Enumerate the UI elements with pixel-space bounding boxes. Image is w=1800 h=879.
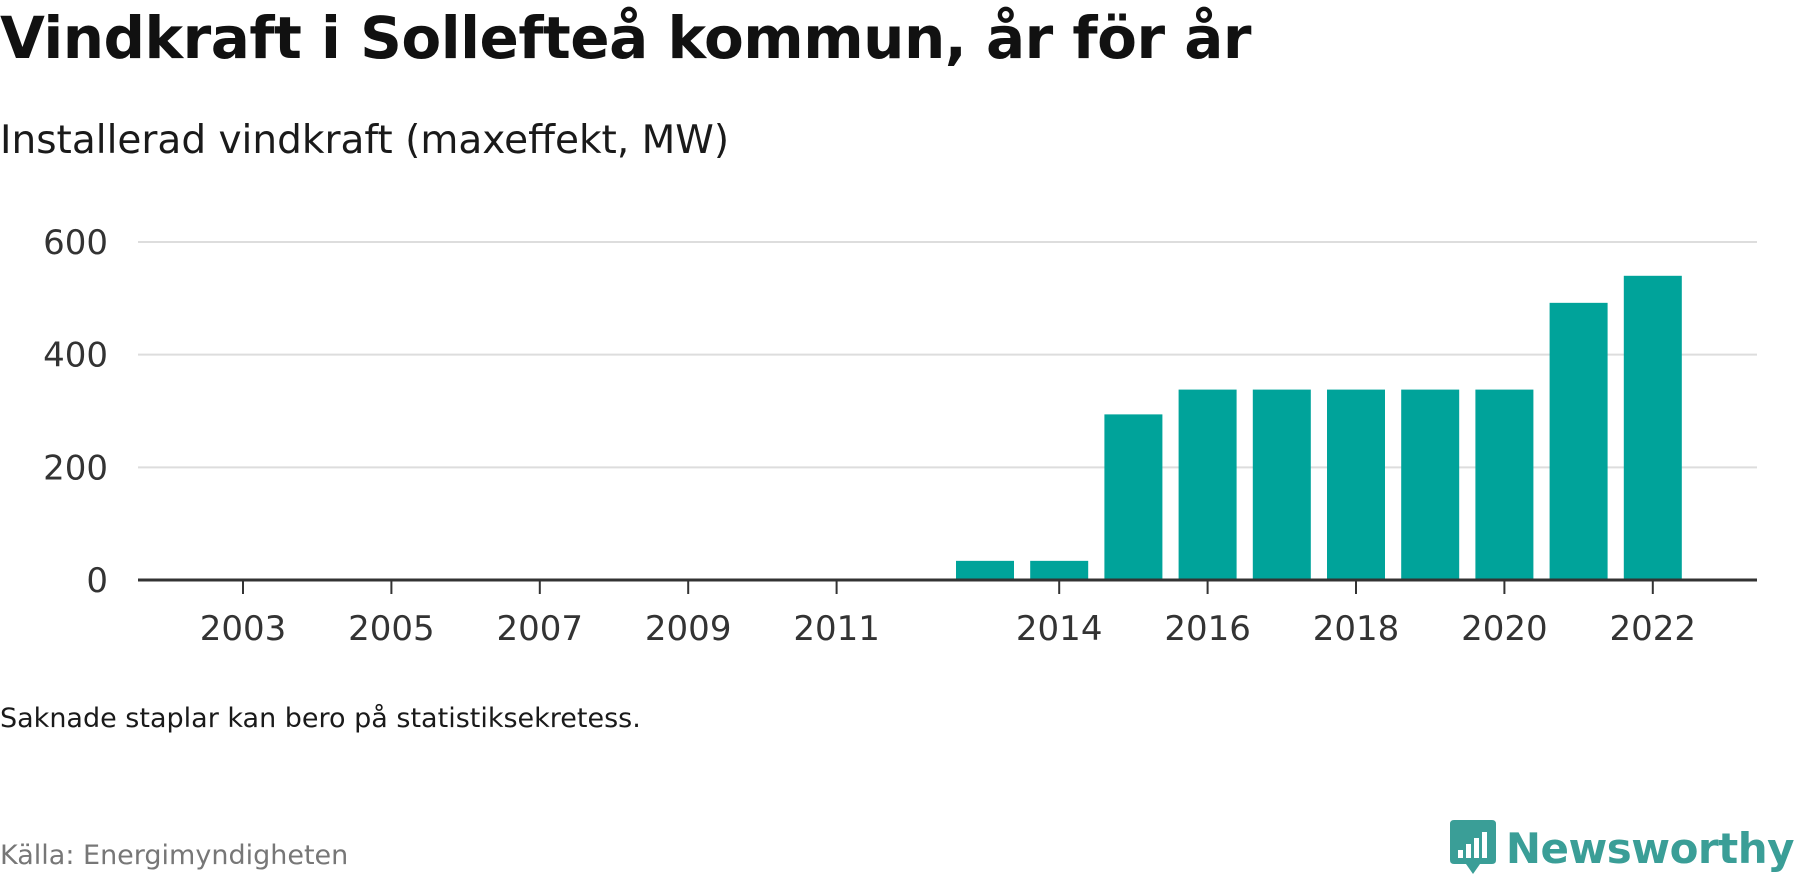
footnote: Saknade staplar kan bero på statistiksek… bbox=[0, 703, 641, 734]
bar-chart: 0 200 400 600 2003 2005 2007 2009 2011 2014 2016 20… bbox=[43, 223, 1757, 649]
x-tick-label: 2022 bbox=[1610, 609, 1697, 649]
x-tick-label: 2009 bbox=[645, 609, 732, 649]
bar bbox=[1327, 389, 1385, 580]
newsworthy-logo-icon bbox=[1449, 820, 1496, 874]
x-tick-label: 2016 bbox=[1164, 609, 1251, 649]
y-tick-label: 400 bbox=[43, 336, 108, 376]
brand-name: Newsworthy bbox=[1505, 823, 1795, 873]
source-label: Källa: Energimyndigheten bbox=[0, 840, 349, 871]
bar bbox=[956, 560, 1014, 580]
chart-title: Vindkraft i Sollefteå kommun, år för år bbox=[0, 4, 1252, 72]
brand-logo: Newsworthy bbox=[1448, 818, 1795, 878]
x-tick-label: 2014 bbox=[1016, 609, 1103, 649]
bar bbox=[1104, 414, 1163, 580]
bar bbox=[1623, 275, 1682, 580]
x-tick-label: 2007 bbox=[497, 609, 584, 649]
x-tick-label: 2020 bbox=[1461, 609, 1548, 649]
bar bbox=[1475, 389, 1534, 580]
bar bbox=[1178, 389, 1237, 580]
bar bbox=[1549, 302, 1608, 580]
y-tick-label: 0 bbox=[86, 561, 108, 601]
y-tick-label: 200 bbox=[43, 448, 108, 488]
x-tick-label: 2005 bbox=[348, 609, 435, 649]
y-tick-label: 600 bbox=[43, 223, 108, 263]
chart-subtitle: Installerad vindkraft (maxeffekt, MW) bbox=[0, 118, 730, 163]
bar bbox=[1252, 389, 1311, 580]
x-tick-label: 2003 bbox=[200, 609, 287, 649]
bar bbox=[1401, 389, 1460, 580]
x-tick-label: 2011 bbox=[793, 609, 880, 649]
bar bbox=[1030, 560, 1089, 580]
x-tick-label: 2018 bbox=[1313, 609, 1400, 649]
